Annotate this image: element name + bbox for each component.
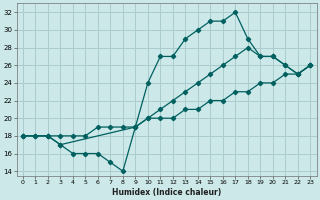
X-axis label: Humidex (Indice chaleur): Humidex (Indice chaleur) (112, 188, 221, 197)
